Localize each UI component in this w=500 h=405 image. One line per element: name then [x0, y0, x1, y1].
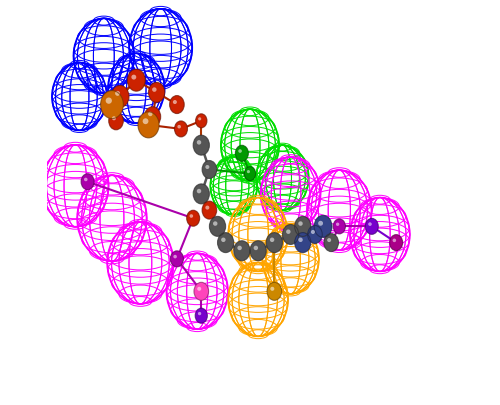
- Ellipse shape: [81, 174, 94, 190]
- Ellipse shape: [108, 113, 124, 130]
- Ellipse shape: [148, 83, 164, 103]
- Ellipse shape: [174, 122, 188, 138]
- Ellipse shape: [244, 167, 256, 181]
- Ellipse shape: [218, 233, 234, 253]
- Ellipse shape: [115, 92, 120, 97]
- Ellipse shape: [366, 219, 378, 235]
- Ellipse shape: [193, 184, 210, 205]
- Ellipse shape: [197, 141, 201, 145]
- Ellipse shape: [327, 239, 331, 243]
- Ellipse shape: [247, 171, 250, 174]
- Ellipse shape: [196, 115, 207, 128]
- Ellipse shape: [298, 238, 302, 243]
- Ellipse shape: [270, 238, 274, 243]
- Ellipse shape: [170, 251, 183, 267]
- Ellipse shape: [128, 70, 146, 92]
- Ellipse shape: [152, 88, 156, 93]
- Ellipse shape: [282, 225, 298, 245]
- Ellipse shape: [178, 126, 181, 129]
- Ellipse shape: [100, 92, 124, 119]
- Ellipse shape: [294, 217, 311, 237]
- Ellipse shape: [202, 202, 216, 220]
- Ellipse shape: [267, 283, 281, 301]
- Ellipse shape: [270, 287, 274, 291]
- Ellipse shape: [333, 220, 345, 234]
- Ellipse shape: [193, 136, 210, 156]
- Ellipse shape: [202, 161, 216, 179]
- Ellipse shape: [197, 287, 201, 291]
- Ellipse shape: [198, 312, 201, 315]
- Ellipse shape: [111, 86, 129, 108]
- Ellipse shape: [390, 235, 402, 251]
- Ellipse shape: [198, 118, 202, 121]
- Ellipse shape: [236, 146, 248, 162]
- Ellipse shape: [142, 119, 148, 125]
- Ellipse shape: [250, 241, 266, 261]
- Ellipse shape: [254, 246, 258, 251]
- Ellipse shape: [194, 283, 208, 301]
- Ellipse shape: [148, 113, 152, 117]
- Ellipse shape: [84, 178, 87, 182]
- Ellipse shape: [170, 96, 184, 114]
- Ellipse shape: [213, 222, 218, 226]
- Ellipse shape: [186, 211, 200, 227]
- Ellipse shape: [234, 241, 250, 261]
- Ellipse shape: [221, 238, 226, 243]
- Ellipse shape: [195, 309, 207, 323]
- Ellipse shape: [206, 206, 210, 210]
- Ellipse shape: [392, 239, 396, 243]
- Ellipse shape: [314, 216, 332, 238]
- Ellipse shape: [112, 117, 116, 121]
- Ellipse shape: [190, 215, 193, 218]
- Ellipse shape: [238, 150, 242, 153]
- Ellipse shape: [286, 230, 290, 234]
- Ellipse shape: [173, 101, 177, 105]
- Ellipse shape: [308, 226, 322, 244]
- Ellipse shape: [336, 223, 340, 226]
- Ellipse shape: [266, 233, 282, 253]
- Ellipse shape: [368, 223, 372, 226]
- Ellipse shape: [311, 230, 315, 234]
- Ellipse shape: [210, 217, 226, 237]
- Ellipse shape: [324, 234, 338, 252]
- Ellipse shape: [144, 107, 160, 128]
- Ellipse shape: [174, 255, 177, 259]
- Ellipse shape: [138, 113, 159, 139]
- Ellipse shape: [318, 221, 323, 226]
- Ellipse shape: [106, 98, 112, 104]
- Ellipse shape: [132, 75, 136, 81]
- Ellipse shape: [294, 233, 311, 253]
- Ellipse shape: [238, 246, 242, 251]
- Ellipse shape: [206, 166, 210, 170]
- Ellipse shape: [197, 190, 201, 194]
- Ellipse shape: [298, 222, 302, 226]
